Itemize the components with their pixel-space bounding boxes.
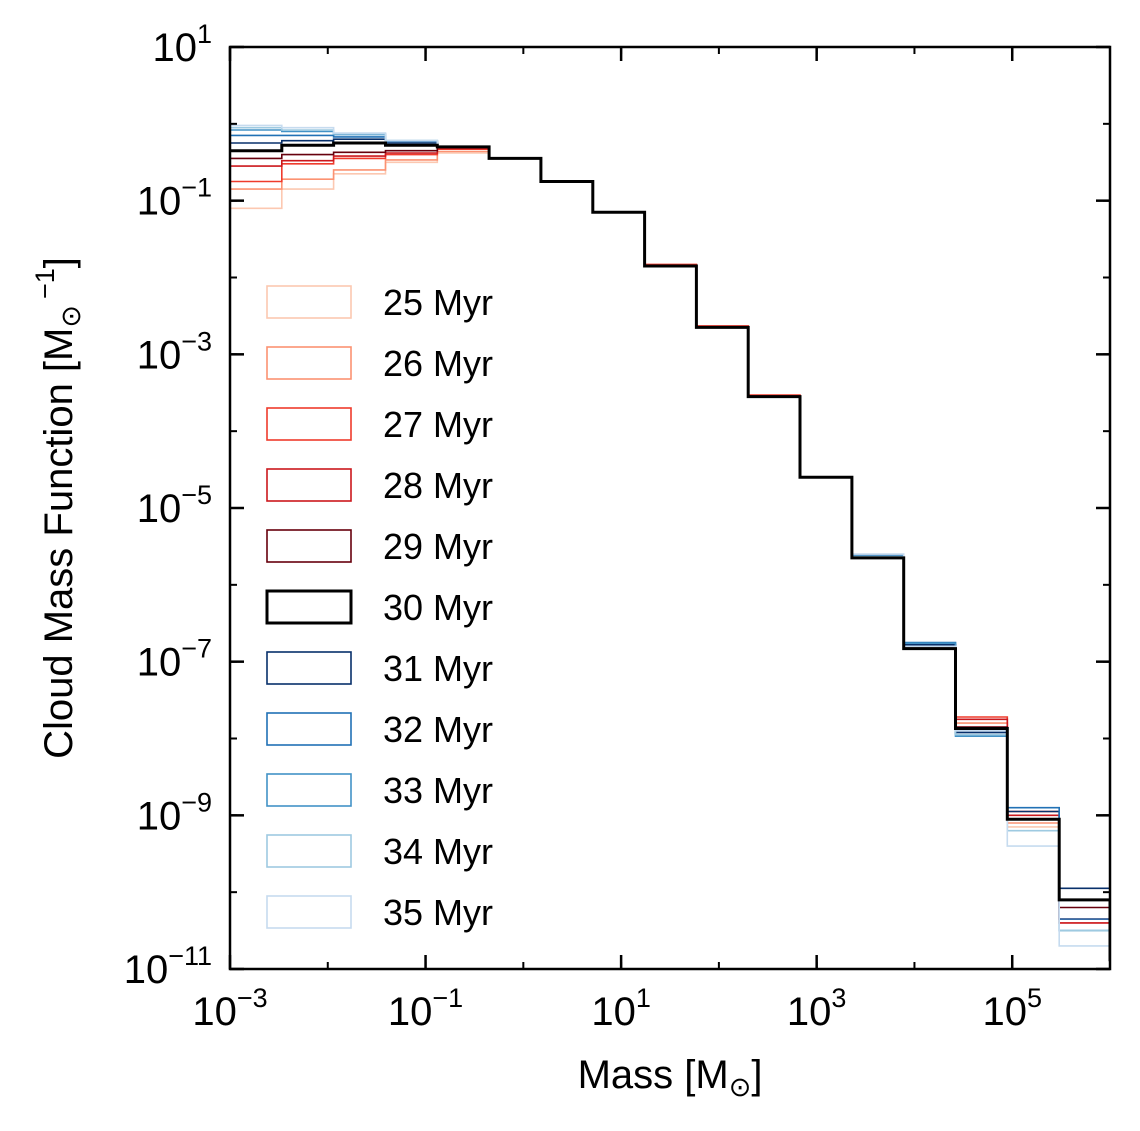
legend-label: 33 Myr: [383, 770, 493, 811]
legend-label: 29 Myr: [383, 526, 493, 567]
legend-swatch: [266, 346, 352, 380]
ticks-layer: 10−3 10−1 101 103 105 101 10−1 10−3 10−5 10−7 10−9…: [124, 19, 1111, 1034]
series-layer: [230, 124, 1110, 962]
legend-swatch: [266, 529, 352, 563]
x-tick-label: 10−1: [388, 983, 463, 1034]
x-axis-title: Mass [M⊙]: [578, 1053, 763, 1102]
legend-swatch: [266, 407, 352, 441]
legend-label: 25 Myr: [383, 282, 493, 323]
legend-label: 28 Myr: [383, 465, 493, 506]
legend-swatch: [266, 895, 352, 929]
legend: 25 Myr 26 Myr 27 Myr 28 Myr 29 Myr 30 Myr 31 M…: [265, 282, 493, 933]
legend-swatch: [266, 285, 352, 319]
y-tick-label: 10−9: [137, 787, 212, 838]
legend-label: 30 Myr: [383, 587, 493, 628]
legend-swatch: [265, 589, 353, 625]
series-line-30-myr: [230, 141, 1110, 962]
y-tick-label: 10−1: [137, 173, 212, 224]
legend-label: 26 Myr: [383, 343, 493, 384]
legend-label: 34 Myr: [383, 831, 493, 872]
legend-label: 27 Myr: [383, 404, 493, 445]
y-tick-label: 10−7: [137, 634, 212, 685]
legend-swatch: [266, 468, 352, 502]
legend-label: 32 Myr: [383, 709, 493, 750]
legend-swatch: [266, 651, 352, 685]
y-axis-title: Cloud Mass Function [M⊙−1]: [30, 257, 86, 759]
legend-label: 35 Myr: [383, 892, 493, 933]
y-tick-label: 10−3: [137, 326, 212, 377]
legend-swatch: [266, 834, 352, 868]
y-tick-label: 101: [152, 19, 212, 70]
legend-swatch: [266, 712, 352, 746]
x-tick-label: 10−3: [192, 983, 267, 1034]
x-tick-label: 101: [591, 983, 651, 1034]
y-tick-label: 10−11: [124, 941, 212, 992]
y-tick-label: 10−5: [137, 480, 212, 531]
x-tick-label: 103: [787, 983, 847, 1034]
legend-swatch: [266, 773, 352, 807]
legend-label: 31 Myr: [383, 648, 493, 689]
x-tick-label: 105: [982, 983, 1042, 1034]
